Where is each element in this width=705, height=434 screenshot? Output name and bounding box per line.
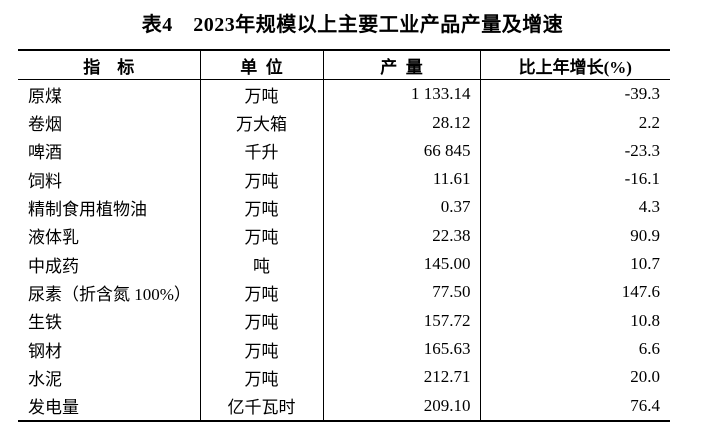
unit-cell: 万吨 [200, 363, 324, 392]
table-row: 饲料 万吨 11.61 -16.1 [18, 165, 670, 194]
indicator-cell: 生铁 [18, 306, 201, 335]
output-cell: 145.00 [323, 249, 481, 279]
output-cell: 209.10 [323, 391, 481, 421]
unit-cell: 万吨 [200, 165, 324, 194]
indicator-cell: 中成药 [18, 249, 201, 279]
unit-cell: 千升 [200, 136, 324, 165]
table-row: 生铁 万吨 157.72 10.8 [18, 306, 670, 335]
table-row: 原煤 万吨 1 133.14 -39.3 [18, 79, 670, 109]
indicator-cell: 饲料 [18, 165, 201, 194]
unit-cell: 万吨 [200, 79, 324, 109]
output-cell: 28.12 [323, 108, 481, 137]
growth-cell: 6.6 [638, 339, 660, 359]
growth-cell: 10.7 [630, 254, 660, 274]
output-cell: 66 845 [323, 136, 481, 165]
growth-cell: 2.2 [638, 112, 660, 132]
unit-cell: 吨 [200, 249, 324, 279]
indicator-cell: 液体乳 [18, 221, 201, 250]
output-cell: 11.61 [323, 165, 481, 194]
header-unit: 单 位 [200, 50, 324, 80]
growth-cell: 90.9 [630, 225, 660, 245]
unit-cell: 万吨 [200, 221, 324, 250]
table-body: 原煤 万吨 1 133.14 -39.3 卷烟 万大箱 28.12 2.2 啤酒 千升 66 845… [18, 79, 670, 421]
unit-cell: 万吨 [200, 306, 324, 335]
indicator-cell: 发电量 [18, 391, 201, 421]
unit-cell: 万吨 [200, 278, 324, 307]
growth-cell: 4.3 [638, 197, 660, 217]
growth-cell: 76.4 [630, 395, 660, 415]
unit-cell: 亿千瓦时 [200, 391, 324, 421]
indicator-cell: 钢材 [18, 334, 201, 364]
indicator-cell: 卷烟 [18, 108, 201, 137]
header-row: 指 标 单 位 产 量 比上年增长(%) [18, 50, 670, 80]
output-cell: 77.50 [323, 278, 481, 307]
table-row: 卷烟 万大箱 28.12 2.2 [18, 108, 670, 137]
header-indicator: 指 标 [18, 50, 201, 80]
table-title: 表4 2023年规模以上主要工业产品产量及增速 [141, 14, 564, 36]
output-cell: 1 133.14 [323, 79, 481, 109]
industrial-output-table: 指 标 单 位 产 量 比上年增长(%) 原煤 万吨 1 133.14 -39.3 卷烟… [18, 49, 670, 422]
table-row: 钢材 万吨 165.63 6.6 [18, 334, 670, 364]
indicator-cell: 啤酒 [18, 136, 201, 165]
growth-cell: -39.3 [624, 84, 660, 104]
unit-cell: 万吨 [200, 334, 324, 364]
header-output: 产 量 [323, 50, 481, 80]
header-growth: 比上年增长(%) [480, 50, 670, 80]
output-cell: 165.63 [323, 334, 481, 364]
indicator-cell: 尿素（折含氮 100%） [18, 278, 201, 307]
growth-cell: -16.1 [624, 169, 660, 189]
indicator-cell: 原煤 [18, 79, 201, 109]
indicator-cell: 精制食用植物油 [18, 193, 201, 222]
output-cell: 212.71 [323, 363, 481, 392]
table-row: 啤酒 千升 66 845 -23.3 [18, 136, 670, 165]
growth-cell: 10.8 [630, 310, 660, 330]
growth-cell: 20.0 [630, 367, 660, 387]
unit-cell: 万大箱 [200, 108, 324, 137]
output-cell: 0.37 [323, 193, 481, 222]
indicator-cell: 水泥 [18, 363, 201, 392]
table-row: 尿素（折含氮 100%） 万吨 77.50 147.6 [18, 278, 670, 307]
table-row: 中成药吨 145.00 10.7 [18, 249, 670, 279]
growth-cell: -23.3 [624, 140, 660, 160]
output-cell: 22.38 [323, 221, 481, 250]
table-row: 发电量 亿千瓦时 209.10 76.4 [18, 391, 670, 421]
unit-cell: 万吨 [200, 193, 324, 222]
table-row: 液体乳 万吨 22.38 90.9 [18, 221, 670, 250]
output-cell: 157.72 [323, 306, 481, 335]
growth-cell: 147.6 [621, 282, 660, 302]
table-row: 水泥 万吨 212.71 20.0 [18, 363, 670, 392]
table-row: 精制食用植物油 万吨 0.37 4.3 [18, 193, 670, 222]
